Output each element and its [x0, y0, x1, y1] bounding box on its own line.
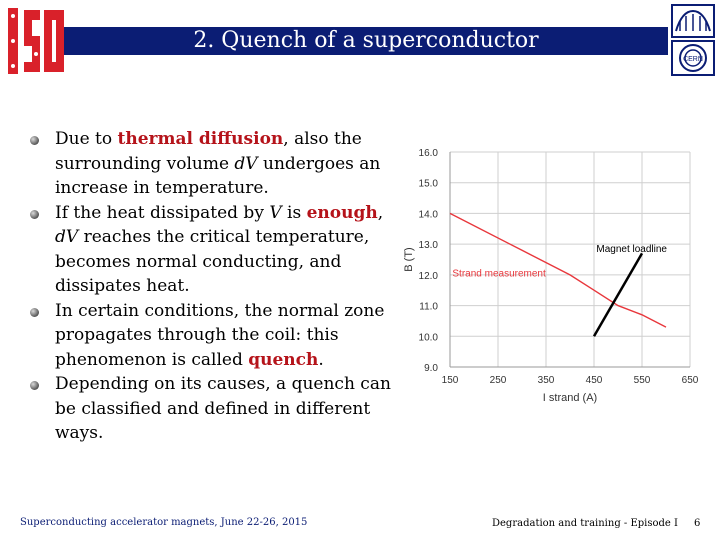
bullet-text: Due to — [55, 129, 118, 149]
title-bar — [64, 27, 668, 55]
page-title: 2. Quench of a superconductor — [193, 28, 539, 53]
highlight-term: quench — [248, 349, 319, 370]
bullet-icon — [30, 381, 39, 390]
x-tick-label: 250 — [490, 375, 507, 386]
x-axis-label: I strand (A) — [543, 392, 597, 404]
footer-course: Superconducting accelerator magnets, Jun… — [20, 517, 308, 528]
bullet-icon — [30, 136, 39, 145]
page-number: 6 — [694, 518, 701, 529]
cern-logo: CERN — [671, 4, 715, 76]
bullet-text: reaches the critical temperature, become… — [55, 227, 370, 296]
bullet-text: In certain conditions, the normal zone p… — [55, 300, 385, 370]
y-tick-label: 16.0 — [419, 148, 439, 159]
magnet-loadline-label: Magnet loadline — [596, 244, 667, 255]
chart-labels: 9.0 10.0 11.0 12.0 13.0 14.0 15.0 16.0 150 250 350… — [403, 148, 699, 404]
bullet-item: Due to thermal diffusion, also the surro… — [30, 127, 400, 201]
bullet-text: is — [281, 202, 307, 223]
y-tick-label: 9.0 — [424, 363, 438, 374]
x-tick-label: 350 — [538, 375, 555, 386]
y-tick-label: 13.0 — [419, 240, 439, 251]
bullet-item: If the heat dissipated by V is enough, d… — [30, 201, 400, 299]
bullet-list: Due to thermal diffusion, also the surro… — [30, 127, 400, 446]
chart-grid — [449, 151, 691, 368]
chart-series — [449, 212, 667, 337]
highlight-term: thermal diffusion — [117, 129, 284, 149]
quench-chart: 9.0 10.0 11.0 12.0 13.0 14.0 15.0 16.0 150 250 350… — [403, 148, 699, 404]
x-tick-label: 150 — [442, 375, 459, 386]
cern-logo-text: CERN — [683, 56, 703, 63]
math-symbol: dV — [55, 227, 79, 247]
strand-measurement-label: Strand measurement — [452, 268, 546, 279]
math-symbol: V — [269, 202, 282, 223]
y-tick-label: 10.0 — [419, 332, 439, 343]
y-tick-label: 12.0 — [419, 271, 439, 282]
strand-measurement-line — [449, 212, 667, 328]
bullet-text: , also the surrounding volume — [55, 129, 362, 174]
bullet-item: Depending on its causes, a quench can be… — [30, 372, 400, 446]
bullet-text: . — [318, 349, 324, 370]
highlight-term: enough — [306, 202, 378, 223]
y-tick-label: 11.0 — [419, 302, 438, 313]
magnet-loadline-line — [592, 252, 644, 337]
bullet-icon — [30, 209, 39, 219]
math-symbol: dV — [234, 153, 258, 174]
bullet-text: , — [377, 202, 384, 223]
y-axis-label: B (T) — [403, 247, 415, 271]
y-tick-label: 14.0 — [419, 209, 439, 220]
bullet-text: Depending on its causes, a quench can be… — [55, 374, 391, 443]
bullet-text: If the heat dissipated by — [55, 202, 270, 223]
x-tick-label: 550 — [634, 375, 651, 386]
y-tick-label: 15.0 — [419, 179, 439, 190]
footer-episode: Degradation and training - Episode I — [492, 518, 678, 529]
bullet-text: undergoes an increase in temperature. — [55, 153, 381, 199]
x-tick-label: 450 — [586, 375, 603, 386]
plot-background — [450, 152, 690, 367]
iso-logo — [8, 8, 64, 74]
bullet-item: In certain conditions, the normal zone p… — [30, 299, 400, 373]
x-tick-label: 650 — [682, 375, 699, 386]
bullet-icon — [30, 307, 39, 317]
